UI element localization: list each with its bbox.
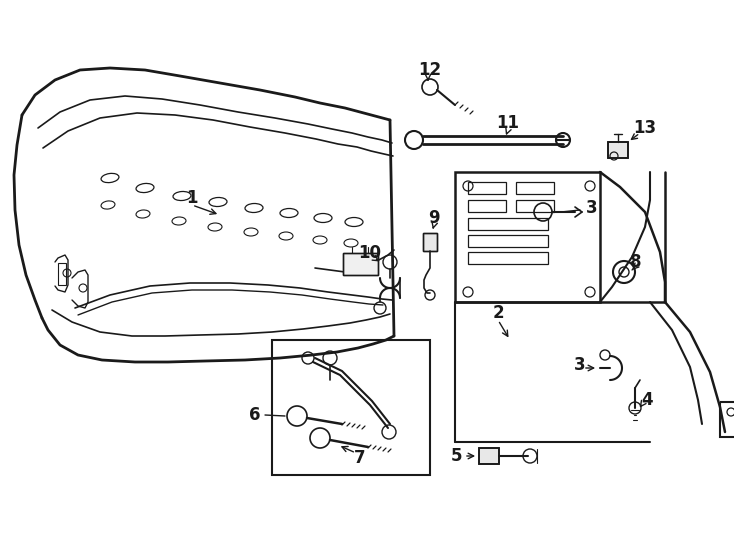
Bar bbox=[516, 182, 554, 194]
Bar bbox=[479, 448, 499, 464]
Bar bbox=[58, 263, 66, 285]
Text: 7: 7 bbox=[355, 449, 366, 467]
Text: 1: 1 bbox=[186, 189, 197, 207]
Bar bbox=[272, 340, 430, 475]
Bar bbox=[455, 172, 600, 302]
Bar bbox=[516, 200, 554, 212]
Text: 9: 9 bbox=[428, 209, 440, 227]
Bar bbox=[468, 200, 506, 212]
Bar bbox=[468, 182, 506, 194]
Text: 8: 8 bbox=[631, 253, 642, 271]
Bar bbox=[468, 252, 548, 264]
Text: 13: 13 bbox=[633, 119, 656, 137]
Bar bbox=[608, 142, 628, 158]
Bar bbox=[423, 233, 437, 251]
Bar bbox=[608, 142, 628, 158]
Text: 3: 3 bbox=[574, 356, 586, 374]
Bar bbox=[423, 233, 437, 251]
Bar bbox=[343, 253, 378, 275]
Bar bbox=[468, 235, 548, 247]
Text: 4: 4 bbox=[642, 391, 653, 409]
Text: 12: 12 bbox=[418, 61, 442, 79]
Text: 11: 11 bbox=[496, 114, 520, 132]
Bar bbox=[720, 402, 734, 437]
Text: 6: 6 bbox=[250, 406, 261, 424]
Bar bbox=[468, 218, 548, 230]
Text: 3: 3 bbox=[586, 199, 597, 217]
Bar bbox=[479, 448, 499, 464]
Text: 5: 5 bbox=[451, 447, 462, 465]
Text: 10: 10 bbox=[358, 244, 382, 262]
Bar bbox=[343, 253, 378, 275]
Text: 2: 2 bbox=[493, 304, 504, 322]
